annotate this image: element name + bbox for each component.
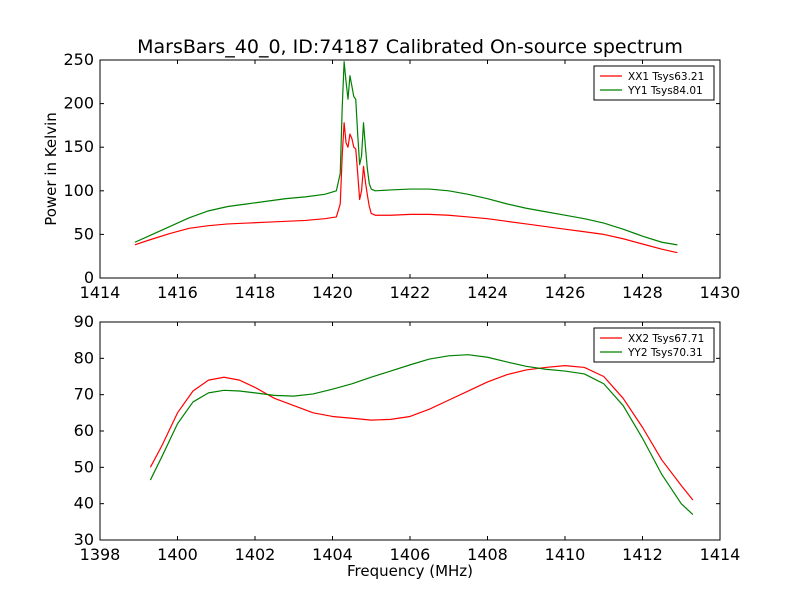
- bottom-xtick-label: 1398: [80, 545, 121, 564]
- bottom-xlabel: Frequency (MHz): [347, 562, 473, 580]
- top-ytick-label: 250: [63, 50, 94, 69]
- top-xtick-label: 1420: [312, 283, 353, 302]
- bottom-xtick-label: 1412: [622, 545, 663, 564]
- top-ytick-label: 200: [63, 94, 94, 113]
- bottom-xtick-label: 1410: [545, 545, 586, 564]
- bottom-ytick-label: 40: [74, 494, 94, 513]
- bottom-ytick-label: 60: [74, 421, 94, 440]
- chart-title: MarsBars_40_0, ID:74187 Calibrated On-so…: [137, 36, 683, 58]
- top-ytick-label: 0: [84, 268, 94, 287]
- top-xtick-label: 1430: [700, 283, 741, 302]
- bottom-legend: XX2 Tsys67.71 YY2 Tsys70.31: [593, 327, 715, 363]
- bottom-series-line-1: [149, 354, 694, 516]
- top-xtick-label: 1414: [80, 283, 121, 302]
- top-xtick-label: 1424: [467, 283, 508, 302]
- bottom-ytick-label: 70: [74, 385, 94, 404]
- top-legend: XX1 Tsys63.21 YY1 Tsys84.01: [593, 65, 715, 101]
- top-legend-label: YY1 Tsys84.01: [627, 85, 703, 97]
- top-ytick-label: 50: [74, 224, 94, 243]
- bottom-legend-frame: [593, 327, 715, 363]
- bottom-xtick-label: 1406: [390, 545, 431, 564]
- top-xtick-label: 1426: [545, 283, 586, 302]
- top-xtick-label: 1416: [157, 283, 198, 302]
- top-xtick-label: 1422: [390, 283, 431, 302]
- bottom-ytick-label: 90: [74, 312, 94, 331]
- top-series-line-1: [134, 61, 678, 246]
- top-ytick-label: 150: [63, 137, 94, 156]
- top-legend-frame: [593, 65, 715, 101]
- bottom-ytick-label: 30: [74, 530, 94, 549]
- top-series-line-0: [134, 122, 678, 254]
- bottom-xtick-label: 1414: [700, 545, 741, 564]
- bottom-legend-label: YY2 Tsys70.31: [627, 347, 703, 359]
- bottom-xtick-label: 1400: [157, 545, 198, 564]
- top-ylabel: Power in Kelvin: [42, 112, 60, 226]
- top-legend-label: XX1 Tsys63.21: [628, 71, 704, 83]
- bottom-ytick-label: 50: [74, 457, 94, 476]
- top-xtick-label: 1418: [235, 283, 276, 302]
- bottom-legend-label: XX2 Tsys67.71: [628, 333, 704, 345]
- bottom-series-line-0: [149, 365, 694, 501]
- bottom-xtick-label: 1408: [467, 545, 508, 564]
- bottom-ytick-label: 80: [74, 348, 94, 367]
- plot-bottom: 1398 1400 1402 1404 1406 1408 1410 1412 1414 30 40…: [74, 312, 741, 580]
- bottom-xtick-label: 1402: [235, 545, 276, 564]
- top-ytick-label: 100: [63, 181, 94, 200]
- top-xtick-label: 1428: [622, 283, 663, 302]
- plot-top: 1414 1416 1418 1420 1422 1424 1426 1428 1430 0 50 1…: [42, 50, 740, 302]
- bottom-xtick-label: 1404: [312, 545, 353, 564]
